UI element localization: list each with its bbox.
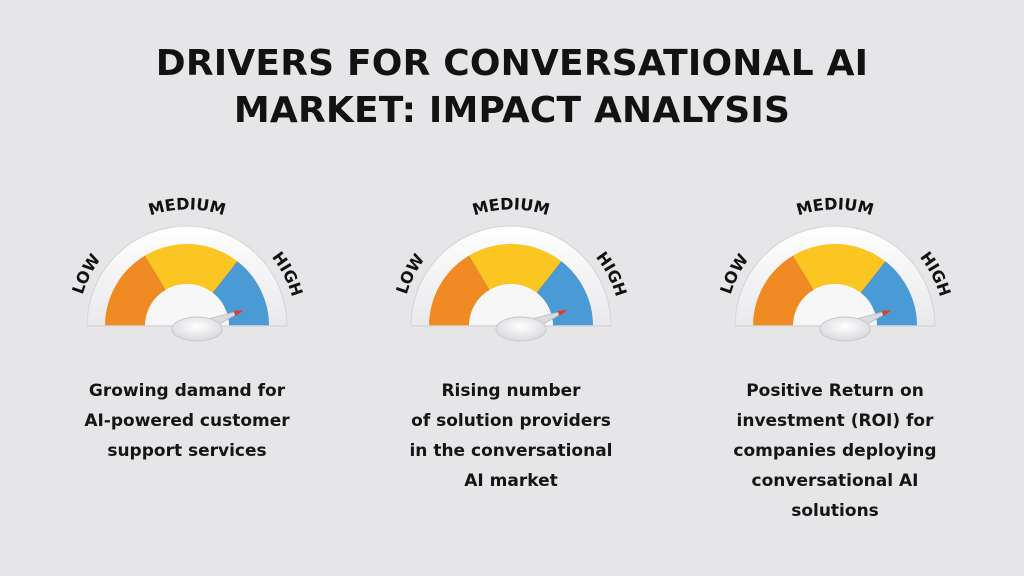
gauge-divider: [792, 255, 815, 291]
gauge-needle-tip: [881, 309, 893, 317]
gauge-segment-medium: [792, 244, 886, 293]
gauge-divider: [212, 260, 239, 294]
gauge-segment-low: [105, 255, 166, 326]
driver-caption: Growing damand for AI-powered customer sup…: [27, 376, 347, 466]
title-line-1: DRIVERS FOR CONVERSATIONAL AI: [155, 43, 869, 84]
driver-caption-line: investment (ROI) for: [736, 411, 934, 431]
gauge-segment-high: [536, 261, 593, 326]
driver-caption-line: solutions: [791, 501, 879, 521]
driver-caption-line: Growing damand for: [88, 381, 286, 401]
gauge-face: [469, 284, 553, 326]
gauge-divider: [144, 255, 167, 291]
driver-caption-line: support services: [107, 441, 267, 461]
gauge-needle-tip: [233, 309, 245, 317]
gauge-hub: [819, 316, 871, 342]
gauge-hub: [495, 316, 547, 342]
driver-caption-line: companies deploying: [733, 441, 937, 461]
title-line-2: MARKET: IMPACT ANALYSIS: [233, 90, 791, 131]
gauge-segment-medium: [468, 244, 562, 293]
gauge-segment-high: [212, 261, 269, 326]
gauge-face: [145, 284, 229, 326]
driver-caption: Rising number of solution providers in the…: [351, 376, 671, 496]
gauge-label-medium: MEDIUM: [470, 194, 552, 219]
driver-caption-line: Positive Return on: [746, 381, 924, 401]
impact-gauge: LOW MEDIUM HIGH: [351, 190, 671, 360]
gauge-needle-tip: [557, 309, 569, 317]
driver-caption: Positive Return on investment (ROI) for co…: [675, 376, 995, 526]
gauge-divider: [860, 260, 887, 294]
gauge-label-medium: MEDIUM: [794, 194, 876, 219]
gauge-face: [793, 284, 877, 326]
gauge-hub: [171, 316, 223, 342]
gauge-segment-medium: [144, 244, 238, 293]
gauge-divider: [536, 260, 563, 294]
impact-gauge: LOW MEDIUM HIGH: [27, 190, 347, 360]
gauge-segment-low: [429, 255, 490, 326]
impact-gauge: LOW MEDIUM HIGH: [675, 190, 995, 360]
gauge-divider: [468, 255, 491, 291]
driver-caption-line: conversational AI: [751, 471, 919, 491]
driver-caption-line: AI market: [464, 471, 558, 491]
driver-caption-line: of solution providers: [411, 411, 611, 431]
driver-caption-line: in the conversational: [409, 441, 613, 461]
gauge-label-medium: MEDIUM: [146, 194, 228, 219]
page-title: DRIVERS FOR CONVERSATIONAL AI MARKET: IM…: [0, 40, 1024, 134]
gauge-segment-high: [860, 261, 917, 326]
gauge-segment-low: [753, 255, 814, 326]
driver-caption-line: AI-powered customer: [84, 411, 290, 431]
driver-caption-line: Rising number: [441, 381, 581, 401]
